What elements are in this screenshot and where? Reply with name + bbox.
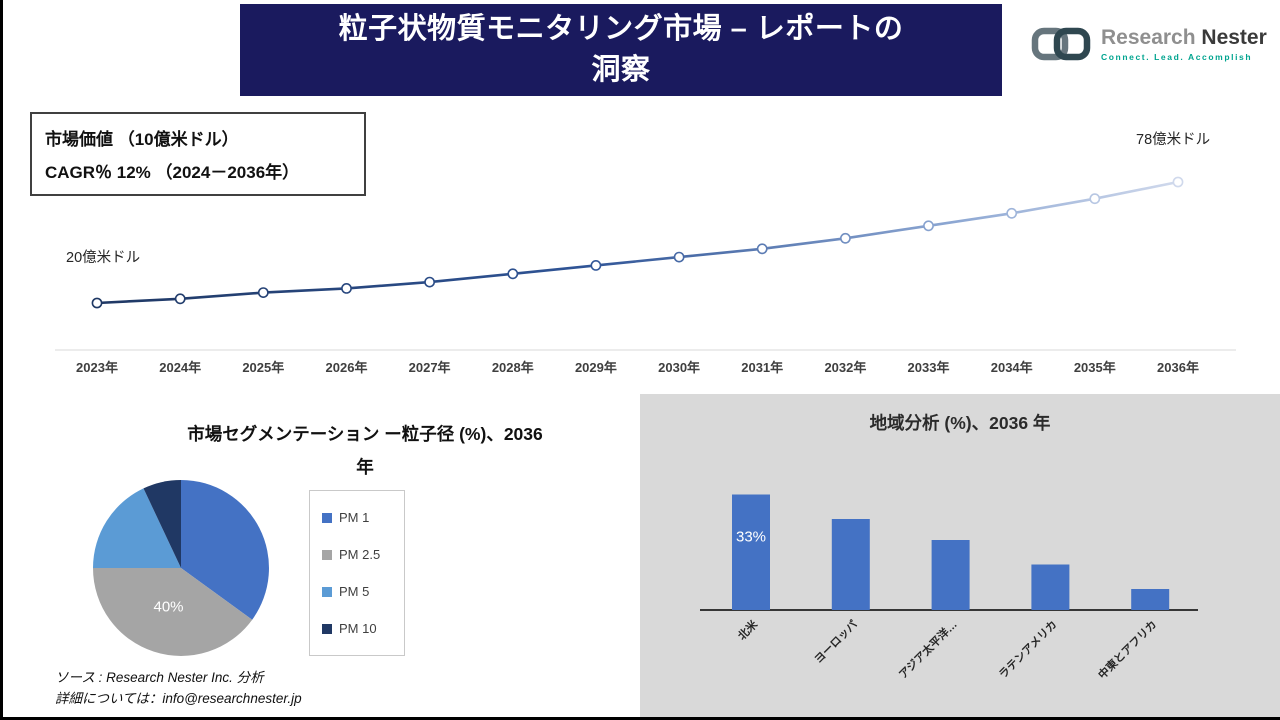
brand-name: Research Nester	[1101, 25, 1267, 49]
legend-swatch-pm10	[322, 623, 332, 634]
end-value-label: 78億米ドル	[1136, 131, 1210, 148]
start-value-label: 20億米ドル	[66, 249, 140, 266]
region-analysis-panel	[640, 394, 1280, 720]
legend-swatch-pm2-5	[322, 549, 332, 560]
line-marker	[424, 276, 435, 288]
brand-tagline: Connect. Lead. Accomplish	[1101, 51, 1253, 62]
page-title-line1: 粒子状物質モニタリング市場 – レポートの	[338, 13, 904, 45]
x-tick-label: 2024年	[159, 360, 201, 375]
line-marker	[341, 282, 352, 294]
line-marker	[923, 220, 934, 232]
pie-slice-pm10	[143, 480, 181, 568]
chain-links-icon	[1031, 27, 1091, 61]
line-marker	[174, 293, 186, 305]
x-tick-label: 2036年	[1157, 360, 1199, 375]
line-marker	[1089, 193, 1101, 205]
contact-note: 詳細については：info@researchnester.jp	[55, 691, 302, 706]
legend-label-pm5: PM 5	[339, 584, 370, 599]
market-value-box: 市場価値 （10億米ドル） CAGR％ 12% （2024－2036年）	[30, 112, 366, 196]
source-note: ソース : Research Nester Inc. 分析	[55, 670, 264, 685]
x-tick-label: 2027年	[409, 360, 451, 375]
legend-label-pm1: PM 1	[339, 510, 370, 525]
pie-chart-title-line1: 市場セグメンテーション ー粒子径 (%)、2036	[187, 424, 543, 444]
pie-chart-title-line2: 年	[356, 457, 374, 477]
legend-swatch-pm5	[322, 586, 332, 597]
x-tick-label: 2035年	[1074, 360, 1116, 375]
line-marker	[673, 251, 685, 263]
pie-chart-title: 市場セグメンテーション ー粒子径 (%)、2036 年	[120, 418, 610, 484]
line-marker	[840, 232, 851, 244]
line-marker	[1006, 207, 1018, 219]
x-tick-label: 2033年	[908, 360, 950, 375]
line-marker	[257, 287, 269, 298]
x-tick-label: 2034年	[991, 360, 1033, 375]
page-title-line2: 洞察	[591, 54, 651, 86]
legend-item-pm5: PM 5	[322, 584, 404, 599]
page-border-bottom	[0, 717, 1280, 720]
brand-research: Research	[1101, 25, 1196, 49]
x-tick-label: 2028年	[492, 360, 534, 375]
x-tick-label: 2023年	[76, 360, 118, 375]
footer-notes: ソース : Research Nester Inc. 分析 詳細については：in…	[55, 667, 302, 709]
x-tick-label: 2031年	[741, 360, 783, 375]
legend-label-pm10: PM 10	[339, 621, 377, 636]
legend-item-pm10: PM 10	[322, 621, 404, 636]
line-marker	[507, 268, 519, 280]
market-value-label: 市場価値 （10億米ドル）	[45, 130, 239, 149]
pie-slice-pm1	[181, 480, 269, 620]
legend-swatch-pm1	[322, 512, 332, 523]
line-marker	[1172, 176, 1184, 188]
x-tick-label: 2032年	[824, 360, 866, 375]
cagr-label: CAGR％ 12% （2024－2036年）	[45, 163, 300, 182]
pie-data-label: 40%	[153, 599, 183, 616]
brand-text: Research Nester Connect. Lead. Accomplis…	[1101, 25, 1267, 62]
page-border-left	[0, 0, 3, 720]
legend-item-pm1: PM 1	[322, 510, 404, 525]
brand-logo: Research Nester Connect. Lead. Accomplis…	[1030, 22, 1267, 66]
legend-item-pm2-5: PM 2.5	[322, 547, 404, 562]
x-tick-label: 2025年	[242, 360, 284, 375]
pie-slice-pm2.5	[93, 568, 253, 656]
line-marker	[91, 297, 103, 309]
header-banner: 粒子状物質モニタリング市場 – レポートの 洞察	[240, 4, 1002, 96]
bar-chart-title: 地域分析 (%)、2036 年	[869, 413, 1051, 433]
brand-nester: Nester	[1201, 25, 1267, 49]
x-tick-label: 2026年	[326, 360, 368, 375]
legend-label-pm2-5: PM 2.5	[339, 547, 381, 562]
x-tick-label: 2029年	[575, 360, 617, 375]
pie-slice-pm5	[93, 488, 181, 568]
market-value-line	[96, 180, 1179, 305]
x-tick-label: 2030年	[658, 360, 700, 375]
line-marker	[590, 259, 602, 271]
pie-legend: PM 1 PM 2.5 PM 5 PM 10	[309, 490, 405, 656]
line-marker	[756, 243, 768, 255]
